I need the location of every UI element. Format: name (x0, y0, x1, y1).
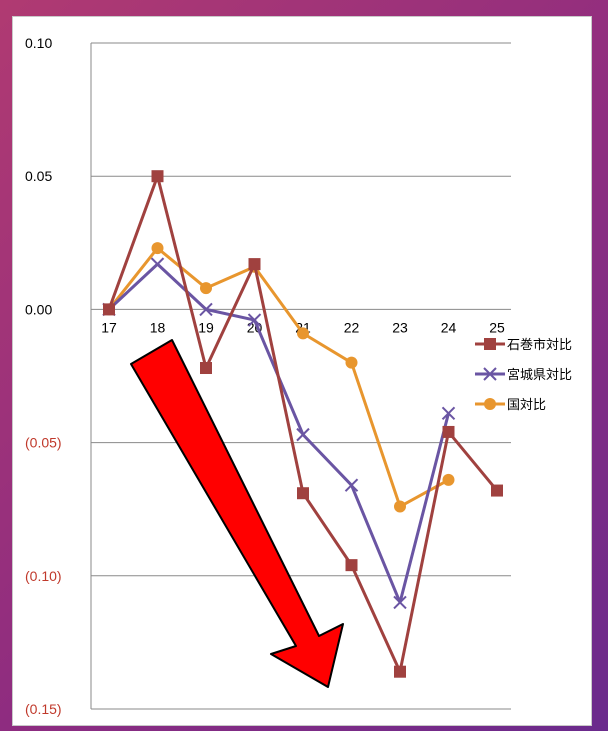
data-point (248, 258, 261, 271)
x-tick-label: 22 (344, 319, 360, 335)
data-point (200, 282, 212, 295)
x-tick-label: 18 (150, 319, 166, 335)
legend-label: 国対比 (507, 397, 546, 412)
legend-item: 国対比 (475, 397, 546, 412)
x-tick-label: 19 (198, 319, 214, 335)
y-axis-ticks: 0.10 0.05 0.00 (0.05) (0.10) (0.15) (25, 35, 62, 717)
y-tick-label: (0.10) (25, 568, 62, 584)
data-point (200, 362, 212, 375)
data-point (296, 427, 310, 442)
data-point (484, 338, 496, 350)
y-tick-label: (0.05) (25, 435, 62, 451)
series-line (107, 262, 450, 604)
x-tick-label: 17 (101, 319, 117, 335)
data-point (441, 406, 456, 421)
data-point (103, 303, 115, 316)
legend-label: 宮城県対比 (507, 367, 572, 382)
data-point (297, 487, 309, 500)
series-line (107, 246, 450, 509)
legend-label: 石巻市対比 (507, 337, 572, 352)
data-point (394, 665, 406, 678)
y-tick-label: 0.00 (25, 301, 52, 317)
data-point (484, 398, 496, 410)
x-tick-label: 25 (489, 319, 505, 335)
trend-arrow (130, 339, 344, 688)
legend-item: 石巻市対比 (475, 337, 572, 352)
x-tick-label: 24 (441, 319, 457, 335)
y-tick-label: 0.10 (25, 35, 52, 51)
data-point (345, 356, 358, 369)
data-point (442, 425, 455, 438)
series-square (103, 170, 503, 678)
y-tick-label: 0.05 (25, 168, 52, 184)
line-chart: 0.100.050.00(0.05)(0.10)(0.15) 17 18 19 20 2… (25, 35, 572, 717)
data-point (393, 595, 407, 610)
data-point (297, 327, 309, 340)
data-point (394, 500, 406, 513)
data-point (151, 170, 164, 183)
data-point (151, 242, 164, 255)
data-point (345, 559, 358, 572)
y-tick-label: (0.15) (25, 701, 62, 717)
data-point (247, 313, 262, 327)
x-tick-label: 23 (392, 319, 408, 335)
red-arrow-shape (130, 339, 344, 688)
chart-panel: 0.10 0.05 0.00 (0.05) (0.10) (0.15) 17 18 19 20 2… (12, 16, 592, 726)
legend-item: 宮城県対比 (475, 367, 572, 382)
data-point (199, 302, 213, 317)
data-point (483, 367, 497, 381)
data-point (491, 484, 503, 497)
data-point (150, 257, 165, 271)
data-point (344, 478, 359, 492)
data-point (442, 473, 455, 486)
series-layer (102, 170, 503, 678)
